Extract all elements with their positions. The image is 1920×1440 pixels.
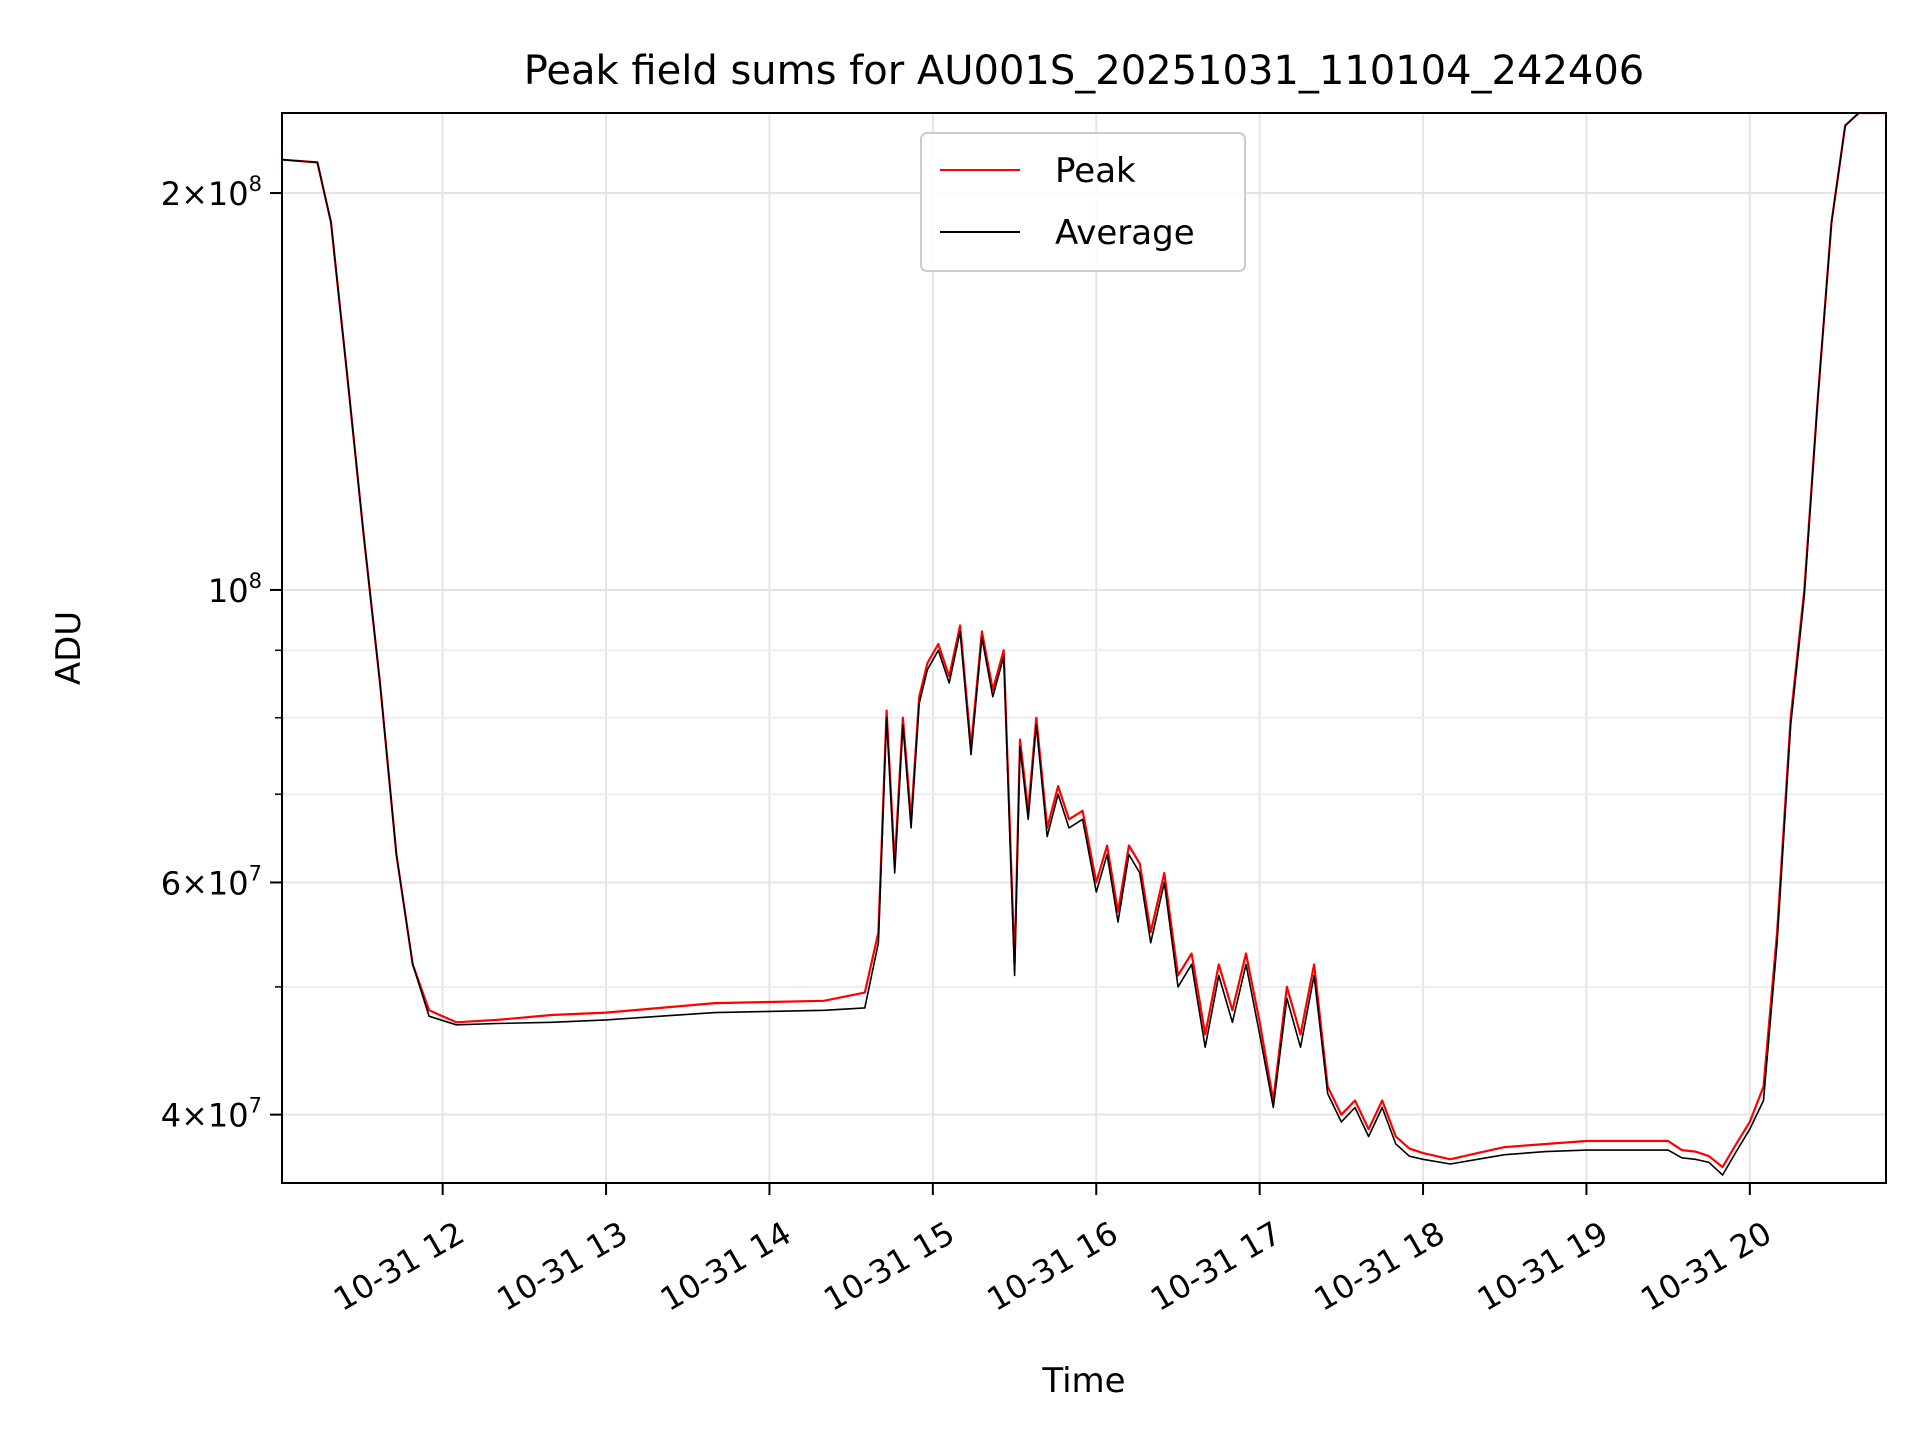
y-tick-label: 6×107 (161, 861, 262, 902)
y-tick-times: × (181, 175, 208, 213)
y-tick-base: 10 (208, 864, 249, 902)
y-tick-label: 108 (208, 569, 262, 610)
plot-frame (281, 112, 1887, 1184)
y-axis-label: ADU (49, 611, 89, 685)
y-tick-base: 10 (208, 572, 249, 610)
y-tick-exponent: 7 (249, 1094, 262, 1118)
y-tick-times: × (181, 864, 208, 902)
series-layer (282, 113, 1886, 1176)
y-tick-mantissa: 2 (161, 175, 181, 213)
legend-label-average: Average (1055, 213, 1195, 253)
legend: Peak Average (920, 132, 1246, 272)
y-tick-exponent: 7 (249, 861, 262, 885)
series-peak-line (282, 113, 1886, 1169)
y-tick-label: 4×107 (161, 1094, 262, 1135)
legend-label-peak: Peak (1055, 151, 1136, 191)
grid (282, 113, 1886, 1183)
legend-box (920, 132, 1246, 272)
y-tick-base: 10 (208, 175, 249, 213)
chart-title: Peak field sums for AU001S_20251031_1101… (524, 48, 1645, 94)
y-tick-exponent: 8 (249, 172, 262, 196)
series-average-line (282, 113, 1886, 1176)
x-axis-label: Time (1041, 1361, 1125, 1401)
y-tick-label: 2×108 (161, 172, 262, 213)
y-tick-times: × (181, 1097, 208, 1135)
y-tick-mantissa: 4 (161, 1097, 181, 1135)
y-tick-mantissa: 6 (161, 864, 181, 902)
y-tick-exponent: 8 (249, 569, 262, 593)
y-tick-base: 10 (208, 1097, 249, 1135)
